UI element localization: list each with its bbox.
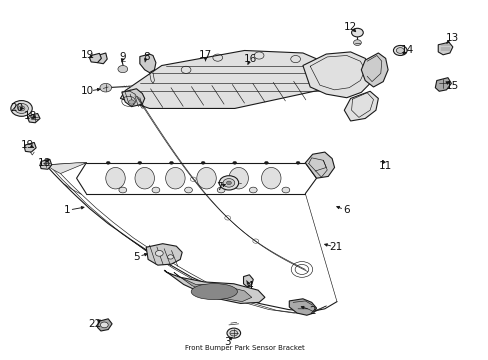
- Circle shape: [264, 161, 268, 164]
- Circle shape: [119, 187, 126, 193]
- Text: 9: 9: [119, 51, 126, 62]
- Text: 2: 2: [309, 306, 315, 316]
- Text: 12: 12: [343, 22, 357, 32]
- Circle shape: [100, 322, 108, 328]
- Text: 7: 7: [215, 182, 222, 192]
- Text: 19: 19: [21, 140, 35, 150]
- Circle shape: [118, 66, 127, 73]
- Ellipse shape: [228, 167, 248, 189]
- Circle shape: [351, 28, 363, 37]
- Circle shape: [138, 161, 142, 164]
- Text: 16: 16: [243, 54, 256, 64]
- Circle shape: [223, 179, 234, 187]
- Ellipse shape: [135, 167, 154, 189]
- Polygon shape: [28, 113, 40, 123]
- Polygon shape: [434, 78, 450, 91]
- Text: 18: 18: [23, 111, 37, 121]
- Text: 8: 8: [142, 51, 149, 62]
- Text: 1: 1: [63, 206, 70, 215]
- Circle shape: [201, 161, 204, 164]
- Ellipse shape: [105, 167, 125, 189]
- Text: 18: 18: [37, 158, 50, 168]
- Polygon shape: [289, 299, 316, 315]
- Ellipse shape: [196, 167, 216, 189]
- Polygon shape: [302, 52, 371, 98]
- Circle shape: [282, 187, 289, 193]
- Text: 17: 17: [199, 50, 212, 60]
- Text: 4: 4: [245, 280, 252, 291]
- Text: 21: 21: [329, 242, 342, 252]
- Text: 14: 14: [400, 45, 413, 55]
- Text: 13: 13: [446, 33, 459, 42]
- Circle shape: [184, 187, 192, 193]
- Circle shape: [229, 330, 237, 336]
- Polygon shape: [361, 53, 387, 87]
- Polygon shape: [89, 53, 101, 63]
- Circle shape: [353, 40, 361, 45]
- Ellipse shape: [191, 284, 237, 300]
- Polygon shape: [344, 91, 378, 121]
- Polygon shape: [140, 54, 156, 73]
- Polygon shape: [96, 53, 107, 64]
- Ellipse shape: [165, 167, 185, 189]
- Text: 20: 20: [10, 103, 23, 113]
- Circle shape: [169, 161, 173, 164]
- Circle shape: [226, 328, 240, 338]
- Circle shape: [393, 45, 406, 55]
- Polygon shape: [122, 89, 144, 107]
- Circle shape: [219, 176, 238, 190]
- Polygon shape: [146, 244, 182, 265]
- Text: 10: 10: [81, 86, 94, 96]
- Text: 19: 19: [81, 50, 94, 60]
- Polygon shape: [305, 152, 334, 178]
- Polygon shape: [24, 143, 36, 152]
- Polygon shape: [97, 319, 112, 331]
- Circle shape: [152, 187, 160, 193]
- Circle shape: [11, 100, 32, 116]
- Text: Front Bumper Park Sensor Bracket: Front Bumper Park Sensor Bracket: [184, 345, 304, 351]
- Polygon shape: [40, 159, 52, 169]
- Circle shape: [100, 84, 111, 92]
- Circle shape: [249, 187, 257, 193]
- Circle shape: [396, 48, 404, 53]
- Text: 15: 15: [446, 81, 459, 91]
- Polygon shape: [164, 270, 264, 303]
- Text: 6: 6: [343, 206, 349, 215]
- Circle shape: [296, 161, 299, 164]
- Circle shape: [106, 161, 110, 164]
- Text: 3: 3: [224, 337, 230, 347]
- Ellipse shape: [261, 167, 281, 189]
- Polygon shape: [120, 50, 331, 108]
- Text: 22: 22: [88, 319, 101, 329]
- Circle shape: [217, 187, 224, 193]
- Circle shape: [128, 100, 134, 104]
- Text: 5: 5: [133, 252, 140, 262]
- Text: 11: 11: [378, 161, 391, 171]
- Circle shape: [226, 181, 231, 185]
- Circle shape: [167, 255, 173, 259]
- Circle shape: [18, 106, 25, 111]
- Circle shape: [155, 251, 163, 256]
- Polygon shape: [174, 272, 251, 302]
- Polygon shape: [243, 275, 253, 287]
- Polygon shape: [46, 163, 86, 174]
- Polygon shape: [437, 42, 452, 55]
- Circle shape: [15, 103, 28, 113]
- Circle shape: [232, 161, 236, 164]
